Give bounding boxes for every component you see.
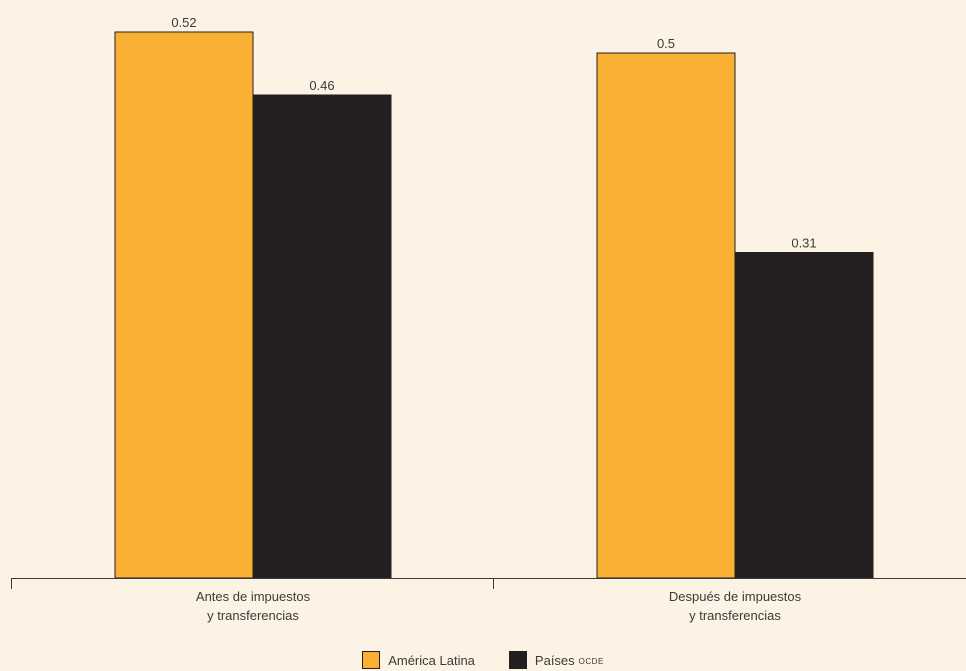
bar-paises-ocde-0 [252,94,392,579]
bar-paises-ocde-1 [734,252,874,579]
x-tick-label-0-line-0: Antes de impuestos [196,589,311,604]
bar-america-latina-0 [114,31,254,579]
x-tick-label-0-line-1: y transferencias [207,608,299,623]
legend-label-america-latina: América Latina [388,652,475,668]
legend: América Latina Países OCDE [0,649,966,671]
value-label-paises-ocde-0: 0.46 [309,78,334,93]
legend-swatch-america-latina [362,651,381,669]
legend-swatch-paises-ocde [508,651,527,669]
bar-chart: 0.52 0.5 0.46 0.31 Antes de impuestos y trans… [11,15,966,623]
x-tick-label-1-line-1: y transferencias [689,608,781,623]
value-label-america-latina-1: 0.5 [657,36,675,51]
legend-item-paises-ocde: Países OCDE [508,651,604,669]
x-tick-label-1-line-0: Después de impuestos [669,589,802,604]
legend-label-ocde-suffix: OCDE [578,656,604,666]
bar-america-latina-1 [596,52,736,579]
value-label-america-latina-0: 0.52 [171,15,196,30]
legend-label-paises: Países [534,652,575,668]
legend-item-america-latina: América Latina [362,651,475,669]
value-label-paises-ocde-1: 0.31 [791,236,816,251]
